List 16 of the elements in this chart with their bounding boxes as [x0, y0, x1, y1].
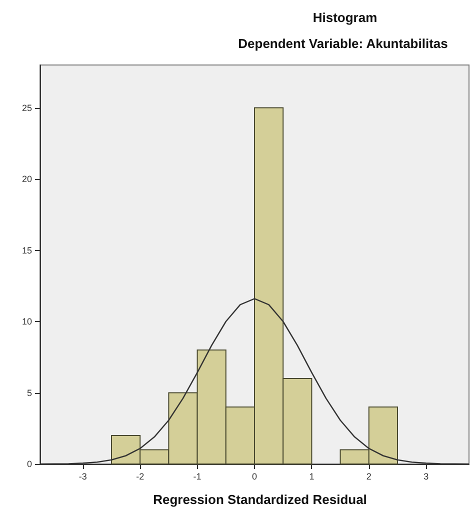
x-tick-label: 3 — [424, 472, 429, 482]
x-tick-label: -3 — [78, 472, 87, 482]
y-tick-label: 20 — [22, 174, 32, 184]
y-tick-label: 25 — [22, 102, 32, 113]
y-tick-label: 15 — [22, 245, 32, 256]
y-tick-label: 5 — [26, 388, 32, 398]
chart-title: Histogram — [312, 10, 378, 25]
x-tick-label: -1 — [193, 472, 202, 482]
chart-subtitle: Dependent Variable: Akuntabilitas — [238, 36, 448, 51]
y-tick-label: 0 — [26, 459, 32, 469]
y-tick-label: 10 — [22, 316, 32, 326]
x-tick-label: 2 — [366, 472, 372, 482]
x-axis-title: Regression Standardized Residual — [153, 492, 367, 507]
x-tick-label: 1 — [309, 472, 314, 482]
x-tick-label: 0 — [252, 472, 258, 482]
x-tick-label: -2 — [136, 472, 144, 482]
